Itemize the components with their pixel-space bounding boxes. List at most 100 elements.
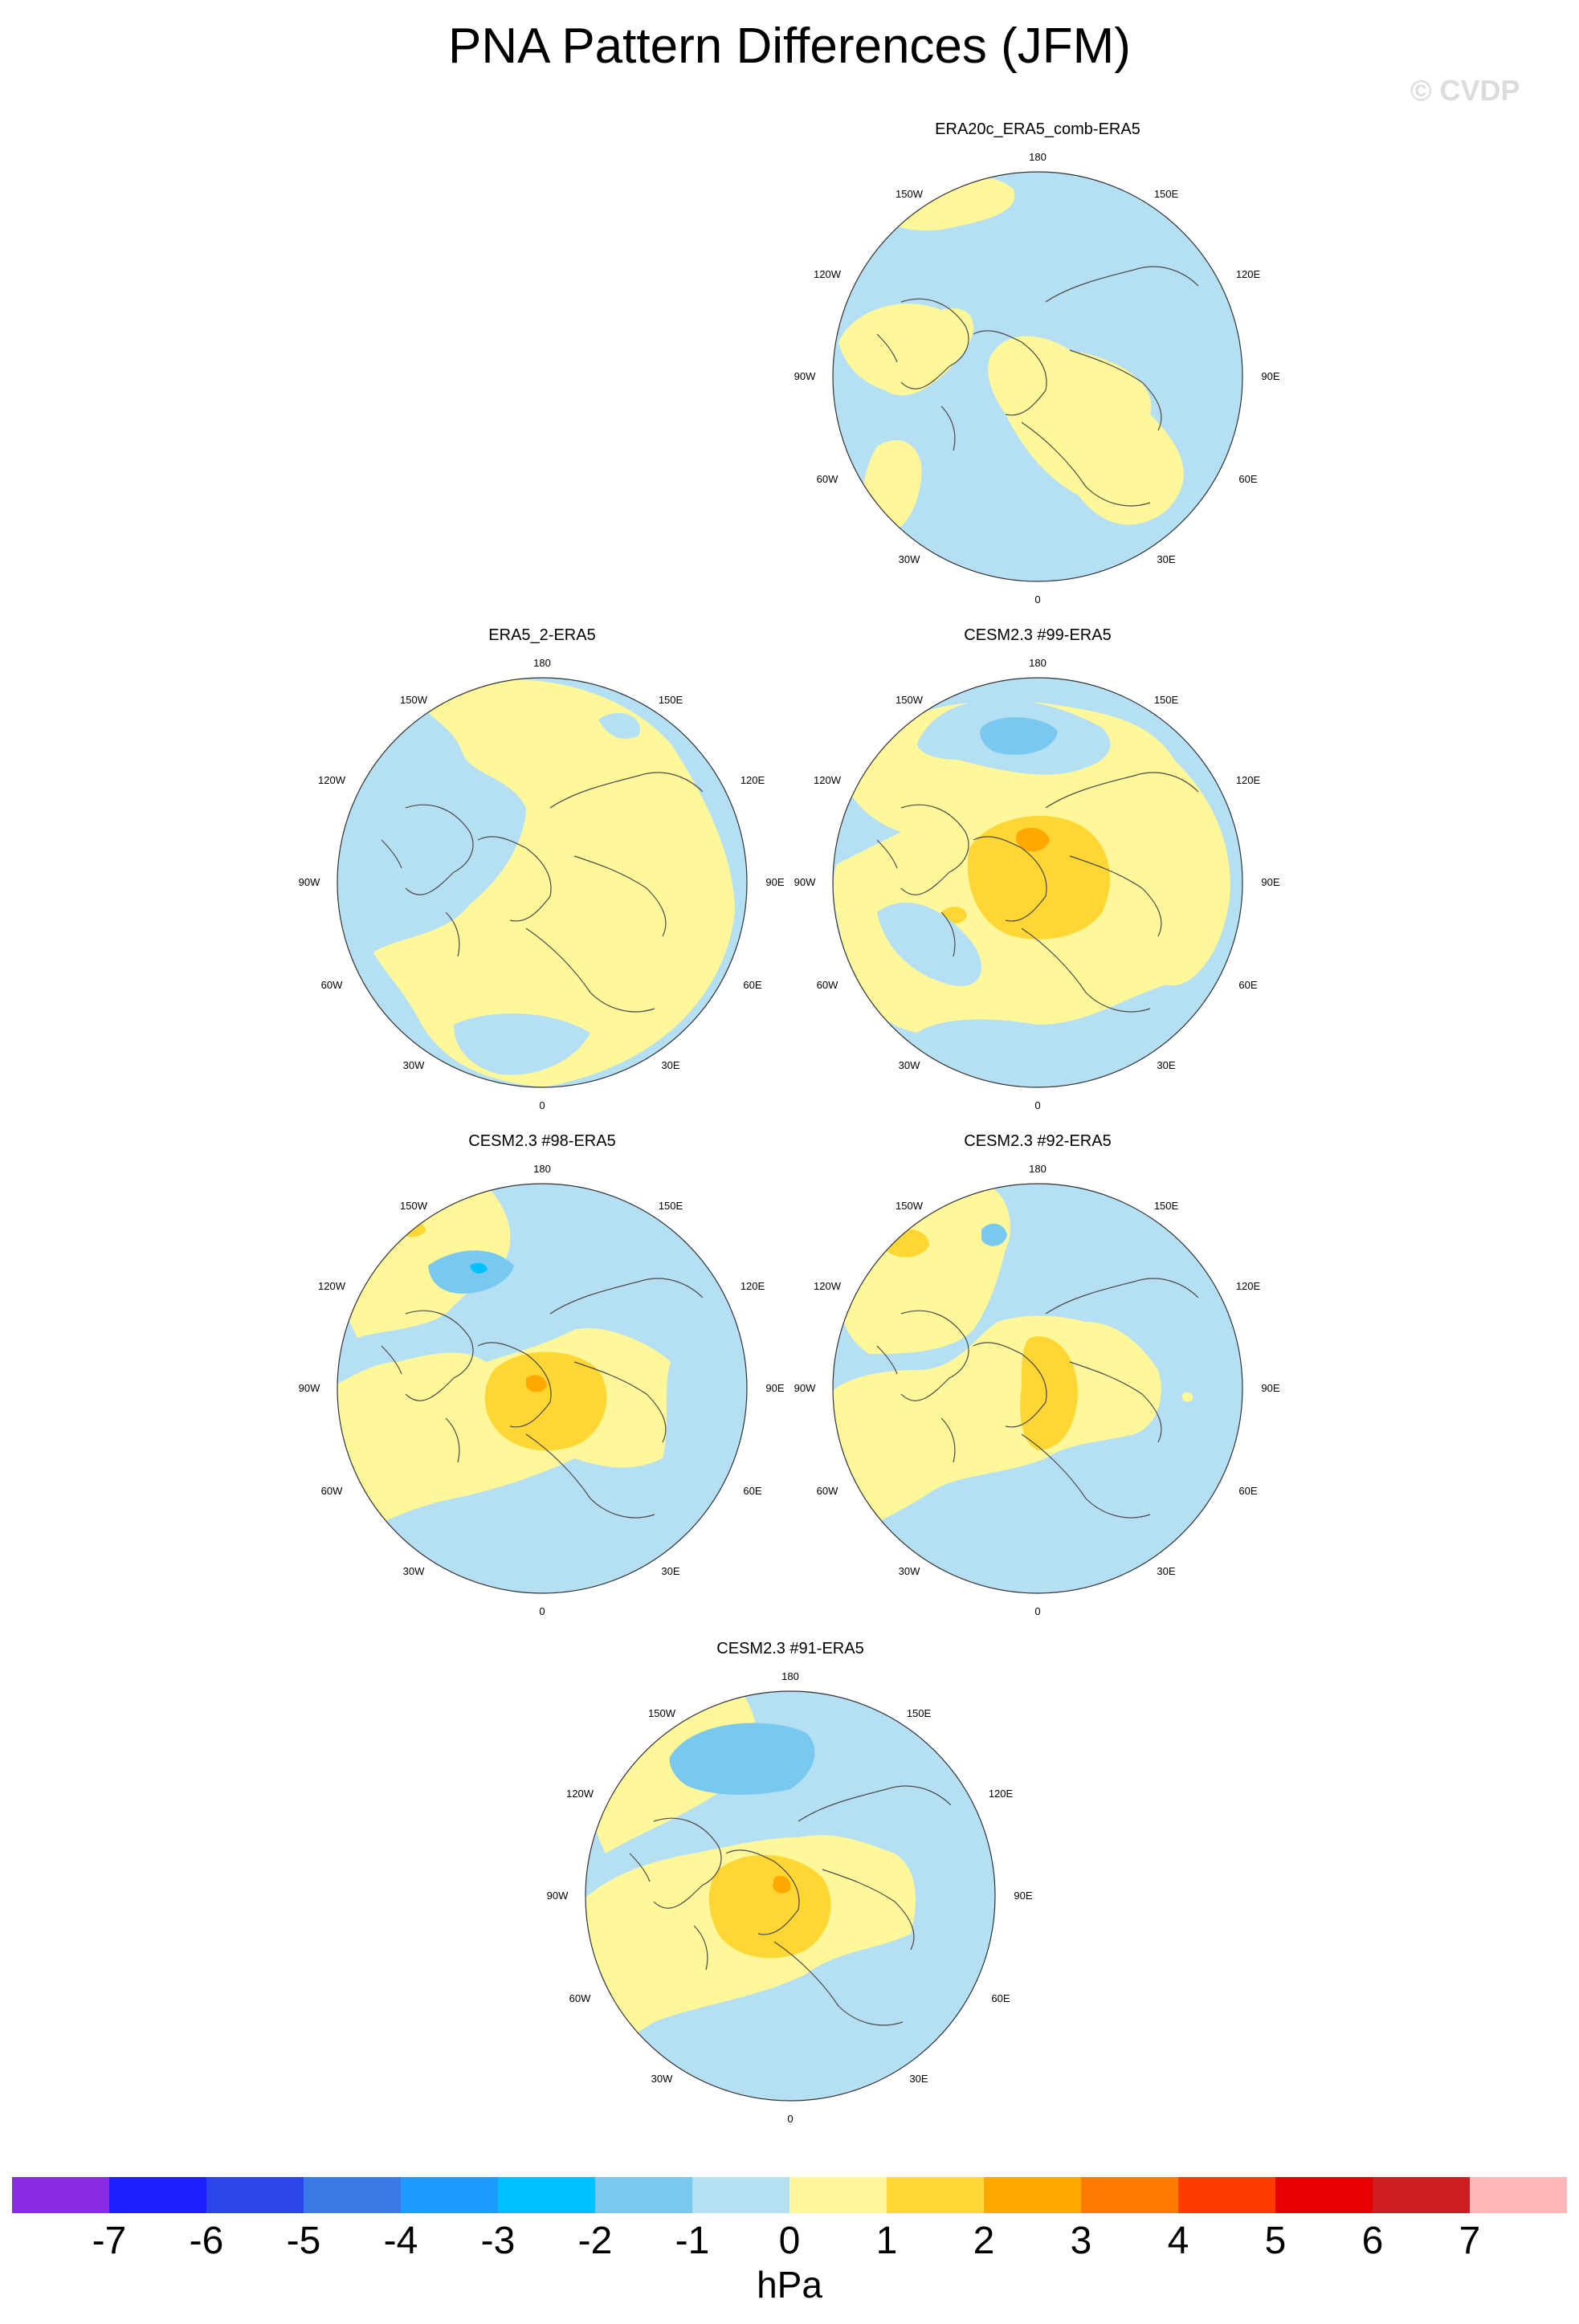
longitude-label: 150W (400, 694, 428, 706)
longitude-label: 60W (569, 1992, 591, 2004)
longitude-label: 0 (787, 2113, 793, 2125)
map-border (337, 1183, 748, 1594)
longitude-label: 90W (794, 876, 816, 888)
coastline (973, 1342, 1047, 1428)
longitude-label: 120E (1236, 774, 1261, 786)
longitude-label: 90W (299, 876, 320, 888)
longitude-label: 180 (1029, 657, 1047, 669)
longitude-label: 150E (1154, 1200, 1179, 1212)
longitude-label: 0 (1034, 1605, 1040, 1617)
longitude-label: 90E (1014, 1890, 1032, 1902)
colorbar-tick-label: -5 (286, 2220, 321, 2262)
longitude-label: 0 (539, 1099, 545, 1111)
coastline (629, 1853, 651, 1882)
coastline (973, 330, 1047, 416)
colorbar-cell (692, 2177, 790, 2213)
colorbar-cell (1178, 2177, 1275, 2213)
longitude-label: 120W (318, 1280, 346, 1292)
coastlines (876, 266, 1199, 507)
longitude-label: 90E (765, 876, 784, 888)
map-panel: CESM2.3 #99-ERA5 180 0 90W 90E 150W 150E 120W 1… (781, 626, 1295, 1124)
longitude-label: 180 (1029, 151, 1047, 163)
contour-fill (373, 679, 735, 1087)
colorbar-cell (887, 2177, 984, 2213)
colorbar-tick-label: 0 (778, 2220, 801, 2262)
coastline (940, 1417, 956, 1463)
coastlines (876, 1278, 1199, 1519)
longitude-label: 30E (661, 1565, 679, 1577)
polar-map: 180 0 90W 90E 150W 150E 120W 120E 60W 60E 30W 30E (794, 151, 1280, 605)
contour-fill (708, 1854, 831, 1959)
coastline (1045, 266, 1199, 303)
longitude-label: 120E (741, 774, 765, 786)
coastline (1069, 1361, 1162, 1443)
colorbar-cell (109, 2177, 206, 2213)
coastline (477, 1342, 552, 1428)
colorbar-tick-label: -3 (480, 2220, 516, 2262)
colorbar-tick-label: -7 (92, 2220, 127, 2262)
coastline (381, 1345, 402, 1375)
longitude-label: 180 (533, 1163, 551, 1175)
contour-fill (1020, 1336, 1078, 1450)
longitude-label: 30W (899, 1565, 920, 1577)
colorbar-tick-label: 6 (1361, 2220, 1384, 2262)
contour-fill (833, 1315, 1161, 1531)
colorbar-cell (1275, 2177, 1373, 2213)
longitude-label: 150E (1154, 188, 1179, 200)
coastline (549, 1278, 704, 1315)
longitude-label: 60W (321, 1485, 343, 1497)
coastlines (381, 772, 704, 1013)
longitude-label: 60E (743, 1485, 761, 1497)
polar-map: 180 0 90W 90E 150W 150E 120W 120E 60W 60E 30W 30E (547, 1670, 1033, 2125)
coastline (725, 1849, 800, 1935)
longitude-label: 120E (989, 1788, 1014, 1800)
coastline (573, 855, 667, 937)
coastline (876, 1345, 898, 1375)
colorbar-tick-label: 1 (875, 2220, 898, 2262)
coastline (445, 911, 460, 957)
map-panel: CESM2.3 #92-ERA5 180 0 90W 90E 150W 150E 120W 1… (781, 1132, 1295, 1630)
longitude-label: 90E (1261, 876, 1279, 888)
longitude-label: 150E (907, 1707, 932, 1719)
longitude-label: 30E (661, 1059, 679, 1071)
colorbar-cell (401, 2177, 498, 2213)
coastline (1021, 1433, 1151, 1519)
longitude-label: 30W (899, 553, 920, 565)
contour-fill (598, 712, 640, 739)
anomaly-field (373, 679, 735, 1087)
longitude-label: 150E (659, 1200, 683, 1212)
longitude-label: 30E (1157, 1059, 1175, 1071)
coastline (1045, 772, 1199, 809)
longitude-label: 60W (817, 473, 838, 485)
longitude-label: 120E (1236, 1280, 1261, 1292)
contour-fill (988, 336, 1184, 525)
longitude-label: 150W (648, 1707, 676, 1719)
contour-fill (1181, 1392, 1193, 1402)
coastline (1045, 1278, 1199, 1315)
longitude-label: 120W (814, 268, 842, 280)
coastline (445, 1417, 460, 1463)
polar-map: 180 0 90W 90E 150W 150E 120W 120E 60W 60E 30W 30E (299, 657, 785, 1111)
polar-map: 180 0 90W 90E 150W 150E 120W 120E 60W 60E 30W 30E (794, 657, 1280, 1111)
longitude-label: 180 (781, 1670, 799, 1682)
colorbar-tick-label: 4 (1167, 2220, 1189, 2262)
coastline (900, 804, 969, 895)
longitude-label: 0 (1034, 1099, 1040, 1111)
longitude-label: 30W (899, 1059, 920, 1071)
longitude-label: 60W (321, 979, 343, 991)
longitude-label: 180 (1029, 1163, 1047, 1175)
longitude-label: 60W (817, 1485, 838, 1497)
coastline (900, 298, 969, 389)
longitude-label: 60E (991, 1992, 1010, 2004)
contour-fill (669, 1723, 815, 1795)
colorbar-tick-label: -1 (675, 2220, 710, 2262)
longitude-label: 150E (1154, 694, 1179, 706)
longitude-label: 90W (794, 1382, 816, 1394)
cvdp-watermark: © CVDP (1410, 74, 1520, 107)
longitude-label: 150W (896, 188, 924, 200)
longitude-label: 90W (299, 1382, 320, 1394)
longitude-label: 60E (1238, 1485, 1257, 1497)
coastline (1021, 422, 1151, 507)
longitude-label: 30W (403, 1059, 425, 1071)
panel-title: ERA20c_ERA5_comb-ERA5 (935, 120, 1140, 138)
